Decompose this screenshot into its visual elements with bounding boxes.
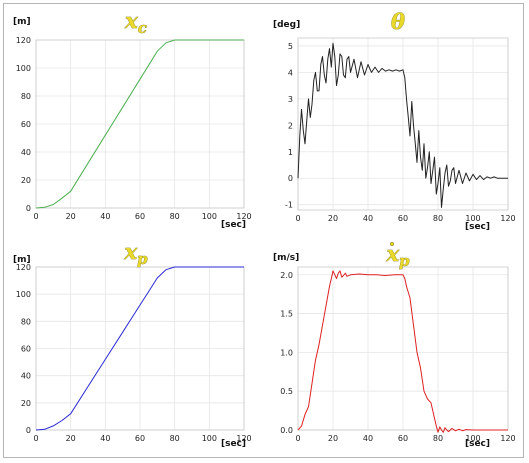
x-tick-label: 100	[202, 434, 217, 443]
chart-title-main: x	[123, 239, 137, 264]
x-tick-label: 80	[170, 434, 180, 443]
y-tick-label: 0.0	[280, 426, 293, 435]
chart-title-subscript: p	[399, 252, 410, 270]
series-line	[297, 270, 508, 433]
y-tick-label: 20	[21, 176, 31, 185]
x-tick-label: 20	[328, 214, 338, 223]
y-tick-label: 0.5	[280, 387, 293, 396]
chart-title: θ	[391, 9, 405, 34]
y-tick-label: 40	[21, 148, 31, 157]
x-tick-label: 20	[66, 434, 76, 443]
plot-area	[35, 266, 245, 431]
y-tick-label: 3	[288, 95, 293, 104]
y-tick-label: 1.5	[280, 310, 293, 319]
y-tick-label: 2	[288, 121, 293, 130]
x-tick-label: 120	[500, 434, 515, 443]
y-tick-label: 1.0	[280, 348, 293, 357]
x-tick-label: 100	[202, 212, 217, 221]
chart-title: xp	[385, 241, 410, 270]
chart-xpdot: 0 20 40 60 80 100 120 0.0 0.5 1.0 1.5 2.0 [m/s] [sec]…	[273, 241, 516, 449]
x-tick-label: 20	[66, 212, 76, 221]
y-tick-label: 80	[21, 317, 31, 326]
x-tick-label: 0	[33, 212, 38, 221]
chart-title-main: x	[385, 241, 399, 266]
y-tick-label: 100	[16, 290, 31, 299]
y-tick-label: 1	[288, 148, 293, 157]
y-axis-unit-label: [m/s]	[273, 253, 299, 263]
chart-title-main: θ	[391, 9, 405, 34]
y-axis-unit-label: [m]	[13, 255, 31, 265]
x-tick-label: 80	[170, 212, 180, 221]
plot-area	[297, 37, 509, 211]
y-tick-label: 100	[16, 64, 31, 73]
y-tick-label: 120	[16, 36, 31, 45]
x-tick-label: 80	[433, 214, 443, 223]
series-line	[35, 39, 244, 209]
x-tick-label: 100	[465, 214, 480, 223]
x-tick-label: 40	[100, 212, 110, 221]
y-axis-unit-label: [m]	[13, 17, 31, 27]
x-tick-label: 0	[33, 434, 38, 443]
y-tick-label: 2.0	[280, 271, 293, 280]
title-dot-accent	[389, 241, 395, 247]
x-tick-label: 0	[295, 214, 300, 223]
figure-frame	[3, 3, 524, 458]
x-axis-unit-label: [sec]	[221, 220, 246, 230]
x-axis-unit-label: [sec]	[465, 439, 490, 449]
plot-area	[35, 39, 245, 209]
x-tick-label: 60	[135, 212, 145, 221]
chart-title: xc	[124, 8, 147, 37]
x-tick-label: 20	[328, 434, 338, 443]
y-tick-label: 80	[21, 92, 31, 101]
y-tick-label: 0	[26, 426, 31, 435]
chart-title: xp	[123, 239, 148, 268]
x-tick-label: 40	[363, 434, 373, 443]
y-axis-unit-label: [deg]	[273, 20, 300, 30]
y-tick-label: 40	[21, 372, 31, 381]
x-tick-label: 120	[236, 212, 251, 221]
series-line	[297, 42, 508, 208]
x-tick-label: 0	[295, 434, 300, 443]
y-tick-label: 60	[21, 345, 31, 354]
chart-title-subscript: p	[137, 250, 148, 268]
y-tick-label: 60	[21, 120, 31, 129]
x-tick-label: 60	[398, 434, 408, 443]
y-tick-label: 20	[21, 399, 31, 408]
x-tick-label: 100	[465, 434, 480, 443]
x-tick-label: 60	[135, 434, 145, 443]
x-tick-label: 40	[363, 214, 373, 223]
y-tick-label: 4	[288, 68, 293, 77]
x-tick-label: 60	[398, 214, 408, 223]
y-tick-label: -1	[285, 201, 293, 210]
chart-title-subscript: c	[138, 19, 147, 37]
y-tick-label: 5	[288, 42, 293, 51]
series-line	[35, 266, 244, 431]
x-tick-label: 40	[100, 434, 110, 443]
plot-area	[297, 266, 509, 431]
x-tick-label: 120	[500, 214, 515, 223]
x-tick-label: 80	[433, 434, 443, 443]
chart-title-main: x	[124, 8, 138, 33]
x-axis-unit-label: [sec]	[221, 439, 246, 449]
x-tick-label: 120	[236, 434, 251, 443]
y-tick-label: 0	[288, 174, 293, 183]
x-axis-unit-label: [sec]	[465, 222, 490, 232]
y-tick-label: 0	[26, 204, 31, 213]
chart-xc: 0 20 40 60 80 100 120 0 20 40 60 80 100 120 [m] [sec] xc	[13, 8, 252, 230]
y-tick-label: 120	[16, 263, 31, 272]
